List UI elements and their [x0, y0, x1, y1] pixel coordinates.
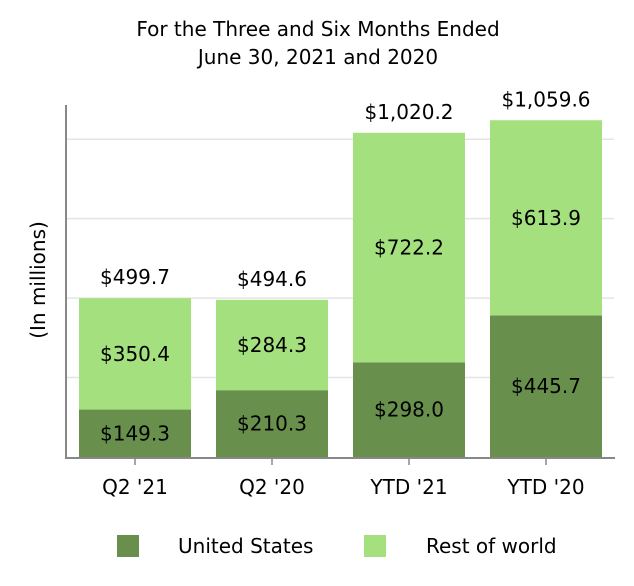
y-axis-label: (In millions): [26, 221, 50, 339]
legend-swatch-rest-of-world: [364, 535, 386, 557]
chart-title-line-1: For the Three and Six Months Ended: [136, 17, 499, 41]
x-ticks: Q2 '21 Q2 '20 YTD '21 YTD '20: [102, 458, 585, 499]
data-label-rest-of-world: $284.3: [237, 333, 307, 357]
bar-segment-rest-of-world: [353, 132, 465, 363]
data-label-rest-of-world: $613.9: [511, 206, 581, 230]
axes: [65, 105, 615, 459]
x-tick-label: YTD '20: [506, 475, 584, 499]
total-label: $494.6: [237, 267, 307, 291]
bar-segment-rest-of-world: [490, 120, 602, 316]
total-label: $1,059.6: [501, 87, 590, 111]
chart-title-line-2: June 30, 2021 and 2020: [196, 45, 438, 69]
bar-segment-united-states: [79, 409, 191, 457]
x-tick-label: YTD '21: [369, 475, 447, 499]
bar-segment-united-states: [490, 315, 602, 457]
legend: United States Rest of world: [117, 534, 557, 558]
data-label-united-states: $445.7: [511, 374, 581, 398]
bars: $149.3 $350.4 $499.7 $210.3 $284.3 $494.6 $298…: [79, 87, 602, 457]
data-label-united-states: $149.3: [100, 421, 170, 445]
x-tick-label: Q2 '20: [239, 475, 305, 499]
bar-segment-rest-of-world: [216, 299, 328, 391]
legend-label-united-states: United States: [178, 534, 313, 558]
data-label-rest-of-world: $350.4: [100, 342, 170, 366]
data-label-united-states: $210.3: [237, 412, 307, 436]
bar-segment-united-states: [216, 390, 328, 457]
total-label: $499.7: [100, 265, 170, 289]
legend-swatch-united-states: [117, 535, 139, 557]
total-label: $1,020.2: [364, 100, 453, 124]
bar-segment-united-states: [353, 362, 465, 457]
legend-label-rest-of-world: Rest of world: [426, 534, 557, 558]
x-tick-label: Q2 '21: [102, 475, 168, 499]
bar-segment-rest-of-world: [79, 298, 191, 410]
data-label-united-states: $298.0: [374, 398, 444, 422]
data-label-rest-of-world: $722.2: [374, 236, 444, 260]
